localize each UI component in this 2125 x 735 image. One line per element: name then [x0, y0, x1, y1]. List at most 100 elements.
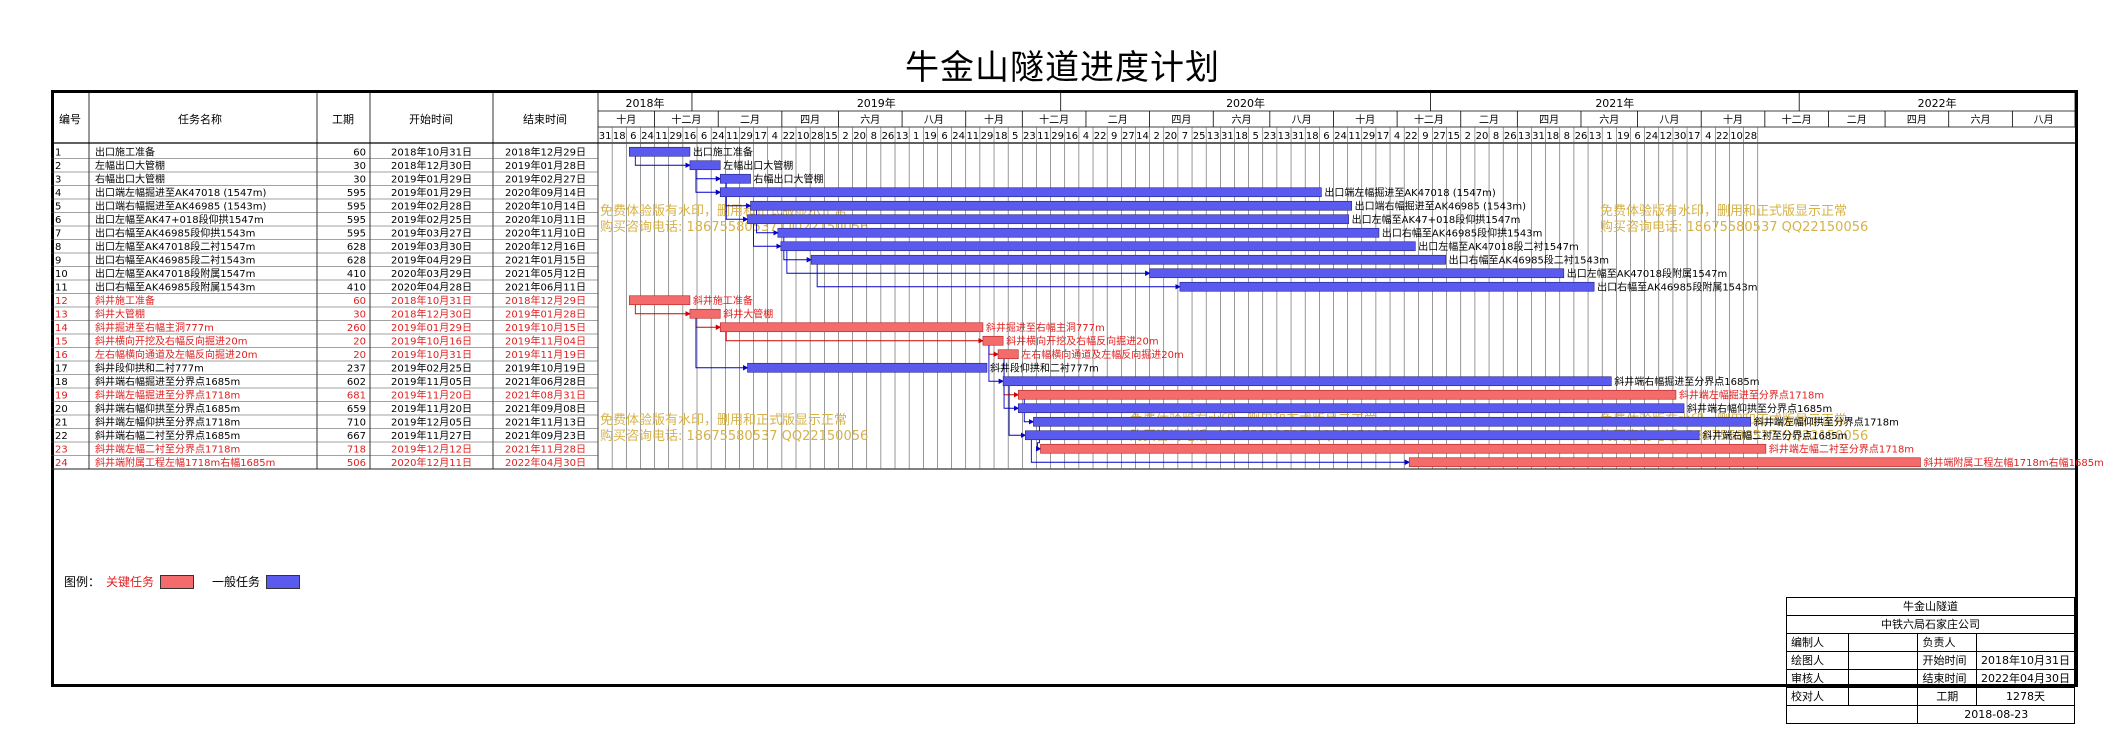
watermark-line1: 免费体验版有水印，删用和正式版显示正常 [600, 412, 847, 428]
week-label: 9 [1422, 131, 1428, 142]
task-start: 2019年01月29日 [391, 321, 472, 334]
task-id: 12 [55, 296, 68, 307]
month-label: 八月 [2034, 114, 2054, 126]
year-label: 2022年 [1918, 96, 1957, 110]
table-row: 8 出口左幅至AK47018段二衬1547m 628 2019年03月30日 2020年… [55, 240, 586, 253]
week-label: 15 [825, 131, 838, 142]
week-label: 26 [1575, 131, 1588, 142]
week-label: 18 [995, 131, 1008, 142]
table-row: 1 出口施工准备 60 2018年10月31日 2018年12月29日 [55, 145, 586, 158]
drawer-value [1847, 651, 1919, 670]
dependency-arrow [786, 250, 1151, 276]
task-name: 出口左幅至AK47018段附属1547m [95, 267, 255, 280]
dependency-arrow [988, 344, 999, 357]
task-name: 出口施工准备 [95, 145, 155, 158]
responsible-label: 负责人 [1917, 633, 1977, 652]
task-name: 出口左幅至AK47+018段仰拱1547m [95, 213, 264, 226]
task-bar [1040, 443, 1767, 454]
week-label: 14 [1136, 131, 1149, 142]
dependency-arrow [634, 155, 691, 168]
week-label: 31 [1532, 131, 1545, 142]
dependency-arrow [695, 169, 722, 182]
task-bar-label: 左幅出口大管棚 [723, 159, 793, 172]
task-start: 2019年10月31日 [391, 348, 472, 361]
week-label: 17 [1377, 131, 1390, 142]
task-bar-label: 斜井端右幅掘进至分界点1685m [1614, 375, 1759, 388]
month-label: 十月 [1723, 113, 1743, 126]
col-header-duration: 工期 [332, 113, 354, 126]
task-bar [689, 160, 721, 171]
task-duration: 20 [353, 350, 366, 361]
task-start: 2019年12月05日 [391, 415, 472, 428]
week-label: 9 [1111, 131, 1117, 142]
week-label: 20 [853, 131, 866, 142]
task-name: 斜井端右幅掘进至分界点1685m [95, 375, 240, 388]
week-label: 18 [1235, 131, 1248, 142]
task-name: 出口端右幅掘进至AK46985 (1543m) [95, 199, 266, 212]
table-row: 9 出口右幅至AK46985段二衬1543m 628 2019年04月29日 2021年… [55, 253, 586, 266]
task-end: 2019年01月28日 [505, 307, 586, 320]
task-bar [1002, 376, 1612, 387]
week-label: 13 [1518, 131, 1531, 142]
week-label: 11 [1037, 131, 1050, 142]
week-label: 2 [842, 131, 848, 142]
task-start: 2019年11月20日 [391, 388, 472, 401]
task-id: 5 [55, 201, 61, 212]
month-label: 四月 [1907, 114, 1927, 126]
table-row: 3 右幅出口大管棚 30 2019年01月29日 2019年02月27日 [55, 172, 586, 185]
task-start: 2020年04月28日 [391, 280, 472, 293]
task-id: 8 [55, 242, 61, 253]
week-label: 29 [669, 131, 682, 142]
task-bar [1033, 416, 1752, 427]
table-row: 11 出口右幅至AK46985段附属1543m 410 2020年04月28日 2021… [55, 280, 586, 293]
table-row: 17 斜井段仰拱和二衬777m 237 2019年02月25日 2019年10月19日 [55, 361, 586, 374]
task-bar [719, 322, 984, 333]
week-label: 1 [913, 131, 919, 142]
task-duration: 602 [347, 377, 366, 388]
week-label: 13 [1589, 131, 1602, 142]
month-label: 十二月 [1414, 113, 1444, 126]
month-label: 十二月 [1782, 113, 1812, 126]
dependency-arrow [816, 263, 1181, 290]
week-label: 4 [1705, 131, 1711, 142]
end-value: 2022年04月30日 [1976, 669, 2075, 688]
end-label: 结束时间 [1917, 669, 1977, 688]
week-label: 1 [1606, 131, 1612, 142]
task-bar [629, 146, 691, 157]
col-header-name: 任务名称 [178, 112, 222, 126]
task-bar-label: 出口右幅至AK46985段仰拱1543m [1382, 226, 1542, 239]
task-name: 斜井横向开挖及右幅反向掘进20m [95, 334, 247, 347]
task-bar [1017, 403, 1685, 414]
task-id: 17 [55, 363, 68, 374]
task-duration: 410 [347, 269, 366, 280]
task-start: 2018年10月31日 [391, 294, 472, 307]
task-end: 2021年09月08日 [505, 402, 586, 415]
week-label: 29 [1051, 131, 1064, 142]
week-label: 31 [1292, 131, 1305, 142]
title-block: 牛金山隧道 中铁六局石家庄公司 编制人 负责人 绘图人 开始时间 2018年10… [1785, 597, 2075, 724]
task-end: 2020年11月10日 [505, 226, 586, 239]
table-row: 18 斜井端右幅掘进至分界点1685m 602 2019年11月05日 2021年06月… [55, 375, 586, 388]
task-end: 2020年09月14日 [505, 186, 586, 199]
task-duration: 410 [347, 282, 366, 293]
month-label: 十月 [616, 113, 636, 126]
task-bar-label: 出口施工准备 [693, 145, 753, 158]
week-label: 17 [754, 131, 767, 142]
task-bar-label: 斜井掘进至右幅主洞777m [986, 321, 1105, 334]
task-start: 2018年12月30日 [391, 307, 472, 320]
task-start: 2019年02月25日 [391, 213, 472, 226]
task-id: 19 [55, 390, 68, 401]
week-label: 13 [1278, 131, 1291, 142]
task-bar-label: 斜井端右幅二衬至分界点1685m [1702, 429, 1847, 442]
blank-cell [1785, 705, 1919, 724]
col-header-start: 开始时间 [409, 112, 453, 126]
dependency-arrow [695, 317, 749, 371]
task-bar [689, 308, 721, 319]
task-name: 斜井端左幅二衬至分界点1718m [95, 442, 240, 455]
preparer-label: 编制人 [1786, 633, 1849, 652]
month-label: 四月 [1171, 114, 1191, 126]
week-label: 22 [1405, 131, 1418, 142]
task-end: 2019年10月19日 [505, 361, 586, 374]
week-label: 17 [1688, 131, 1701, 142]
